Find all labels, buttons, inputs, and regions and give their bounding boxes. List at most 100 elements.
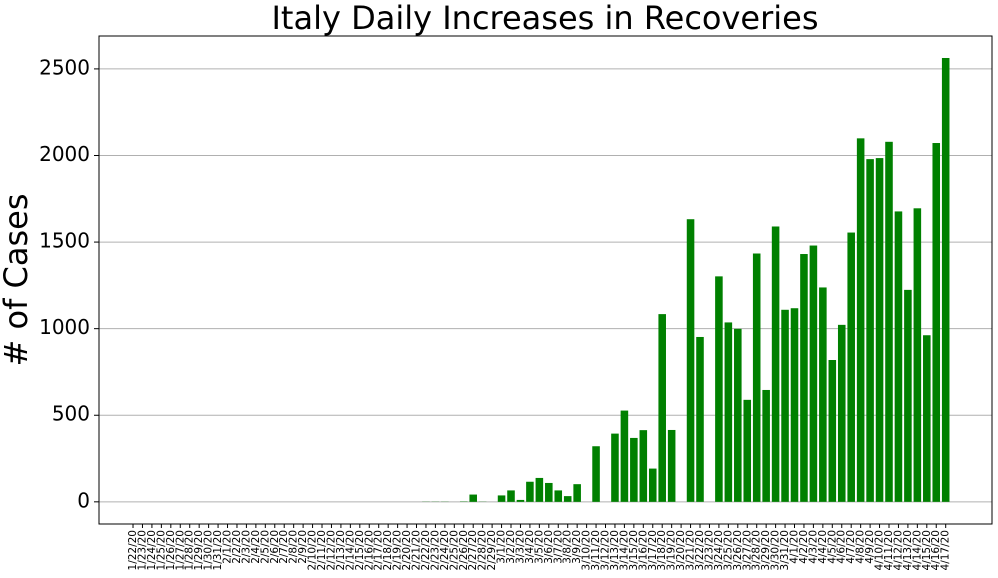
bar [696,336,704,502]
x-tick-label: 3/15/20 [628,530,640,570]
x-tick-label: 1/30/20 [203,530,215,570]
bar [734,328,742,502]
bar [790,308,799,502]
x-tick-label: 3/5/20 [533,530,545,564]
x-tick-label: 2/27/20 [467,530,479,570]
x-tick-label: 3/14/20 [618,530,630,570]
x-tick-label: 2/14/20 [344,530,356,570]
x-tick-label: 2/9/20 [297,530,309,564]
x-tick-label: 3/11/20 [590,530,602,570]
x-tick-label: 3/13/20 [609,530,621,570]
x-tick-label: 3/24/20 [713,530,725,570]
x-tick-label: 2/28/20 [477,530,489,570]
x-tick-label: 3/22/20 [694,530,706,570]
bar [913,208,922,502]
x-tick-label: 2/8/20 [288,530,300,564]
x-tick-label: 1/22/20 [127,530,139,570]
x-tick-label: 2/18/20 [382,530,394,570]
y-tick-label: 2000 [39,142,90,166]
x-tick-label: 1/28/20 [184,530,196,570]
bar [611,433,619,502]
x-tick-label: 2/26/20 [458,530,470,570]
bar [535,477,544,502]
bar [894,211,903,502]
bar [781,309,789,502]
bar [469,494,477,502]
x-tick-label: 2/7/20 [278,530,290,564]
x-tick-label: 2/20/20 [401,530,413,570]
x-tick-label: 3/10/20 [581,530,593,570]
bar [941,57,950,502]
y-axis-label: # of Cases [0,194,35,367]
x-tick-label: 3/21/20 [685,530,697,570]
x-tick-label: 2/10/20 [307,530,319,570]
bar [554,490,563,502]
x-tick-label: 4/5/20 [826,530,838,564]
bar [526,481,534,502]
y-tick-label: 0 [77,488,90,512]
x-tick-label: 3/27/20 [741,530,753,570]
bar [771,226,780,502]
x-tick-label: 3/7/20 [552,530,564,564]
x-tick-label: 3/2/20 [505,530,517,564]
x-tick-label: 3/17/20 [647,530,659,570]
bar [809,245,818,502]
x-tick-label: 4/2/20 [798,530,810,564]
bar [724,322,733,502]
x-tick-label: 3/28/20 [751,530,763,570]
x-tick-label: 3/23/20 [703,530,715,570]
x-tick-label: 4/17/20 [940,530,952,570]
x-tick-label: 2/6/20 [269,530,281,564]
chart-title: Italy Daily Increases in Recoveries [271,0,818,37]
bar [856,138,865,502]
bar [885,141,893,502]
x-tick-label: 2/24/20 [439,530,451,570]
x-tick-label: 1/26/20 [165,530,177,570]
x-tick-label: 2/21/20 [411,530,423,570]
x-tick-label: 2/25/20 [448,530,460,570]
x-tick-label: 3/19/20 [666,530,678,570]
bar [573,484,581,502]
bar [667,429,676,502]
x-tick-label: 4/14/20 [911,530,923,570]
bar [648,468,657,502]
y-tick-label: 1500 [39,229,90,253]
x-tick-label: 4/4/20 [817,530,829,564]
x-tick-label: 2/17/20 [373,530,385,570]
bar [715,276,723,502]
bar [545,482,553,502]
x-tick-label: 3/26/20 [732,530,744,570]
x-tick-label: 1/24/20 [146,530,158,570]
x-tick-label: 3/8/20 [562,530,574,564]
x-tick-label: 4/13/20 [902,530,914,570]
x-tick-label: 3/20/20 [675,530,687,570]
x-tick-label: 4/1/20 [789,530,801,564]
x-tick-label: 2/3/20 [240,530,252,564]
bar [658,314,666,502]
x-tick-label: 3/6/20 [543,530,555,564]
bar [592,446,600,502]
x-tick-label: 4/12/20 [892,530,904,570]
y-tick-label: 2500 [39,55,90,79]
bar [686,219,695,502]
x-tick-label: 4/9/20 [864,530,876,564]
bar [516,499,525,502]
x-tick-label: 1/23/20 [136,530,148,570]
x-tick-label: 4/7/20 [845,530,857,564]
bar [752,253,761,502]
x-tick-label: 2/19/20 [392,530,404,570]
bar [497,495,506,502]
x-tick-label: 3/30/20 [770,530,782,570]
x-tick-label: 4/16/20 [930,530,942,570]
x-tick-label: 4/6/20 [836,530,848,564]
bar [620,410,629,502]
x-tick-label: 2/23/20 [429,530,441,570]
x-tick-label: 2/29/20 [486,530,498,570]
bar [819,287,827,502]
x-tick-label: 2/5/20 [259,530,271,564]
bar [639,430,648,502]
bar [866,159,874,502]
x-tick-label: 3/25/20 [722,530,734,570]
bar [904,289,912,502]
